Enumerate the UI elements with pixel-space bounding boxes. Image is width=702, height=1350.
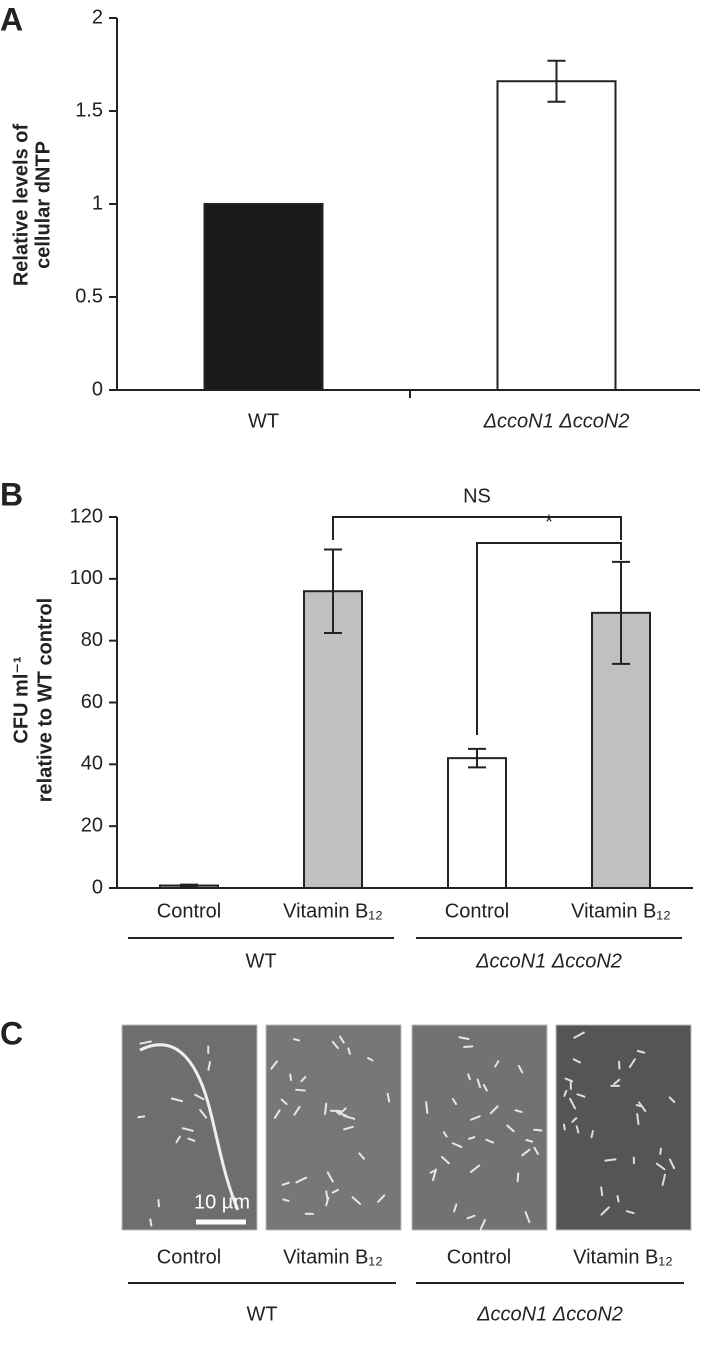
cell [158,1200,159,1206]
cell [534,1130,541,1131]
y-tick-label: 2 [92,6,103,28]
x-tick-label: Control [157,900,221,922]
group-label: WT [246,1303,277,1325]
significance-label: NS [463,485,491,507]
micrograph-label: Control [157,1246,221,1268]
cell [660,1149,661,1154]
cell [325,1104,326,1114]
bar [205,204,323,390]
micrograph-label: Vitamin B₁₂ [573,1246,673,1268]
x-tick-label: WT [248,410,279,432]
x-tick-label: Vitamin B₁₂ [283,900,383,922]
cell [605,1159,615,1160]
y-tick-label: 0.5 [75,285,103,307]
cell [296,1090,305,1091]
y-tick-label: 0 [92,378,103,400]
cell [294,1039,299,1040]
x-tick-label: Control [445,900,509,922]
cell [464,1046,472,1047]
y-axis-label: cellular dNTP [32,141,54,269]
y-tick-label: 20 [81,814,103,836]
bar [304,591,362,888]
group-label: ΔccoN1 ΔccoN2 [475,950,622,972]
significance-label: * [545,511,553,533]
x-tick-label: Vitamin B₁₂ [571,900,671,922]
y-axis-label: Relative levels of [10,124,32,287]
y-tick-label: 1 [92,192,103,214]
y-axis-label: CFU ml⁻¹ [10,656,32,744]
panel-label: C [0,1015,23,1051]
y-tick-label: 1.5 [75,99,103,121]
cell [518,1173,519,1181]
micrograph-label: Vitamin B₁₂ [283,1246,383,1268]
y-axis-label: relative to WT control [34,598,56,802]
cell [592,1131,593,1137]
cell [326,1191,327,1199]
bar [498,81,616,390]
cell [637,1114,638,1124]
scale-bar-label: 10 µm [194,1191,250,1213]
y-tick-label: 80 [81,629,103,651]
y-tick-label: 40 [81,753,103,775]
cell [138,1116,144,1117]
cell [150,1219,151,1225]
y-tick-label: 60 [81,691,103,713]
x-tick-label: ΔccoN1 ΔccoN2 [483,410,630,432]
micrograph-label: Control [447,1246,511,1268]
group-label: ΔccoN1 ΔccoN2 [476,1303,623,1325]
cell [283,1199,288,1200]
y-tick-label: 120 [70,505,103,527]
cell [618,1196,619,1201]
y-tick-label: 0 [92,876,103,898]
panel-label: B [0,476,23,512]
y-tick-label: 100 [70,567,103,589]
panel-label: A [0,1,23,37]
bar [448,758,506,888]
cell [426,1102,427,1113]
significance-bracket [333,517,621,540]
cell [290,1075,291,1080]
cell [601,1187,602,1195]
group-label: WT [245,950,276,972]
micrograph [412,1025,547,1230]
cell [564,1125,565,1130]
